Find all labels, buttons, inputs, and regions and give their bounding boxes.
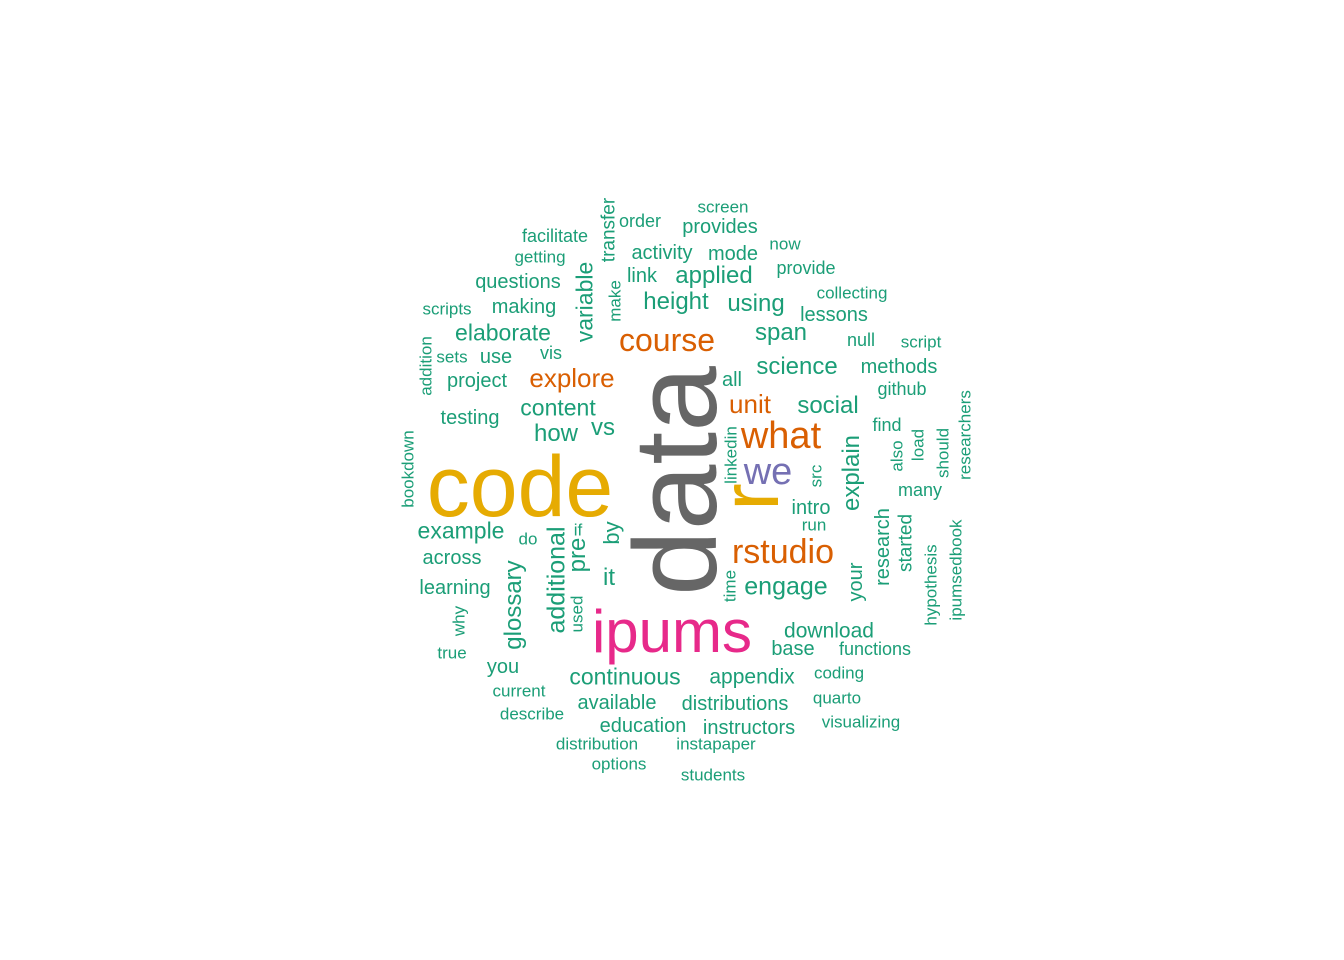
word-script: script — [900, 332, 942, 352]
word-glossary: glossary — [500, 560, 527, 650]
word-visualizing: visualizing — [821, 712, 901, 732]
word-linkedin: linkedin — [721, 426, 741, 484]
word-many: many — [897, 480, 943, 500]
word-testing: testing — [440, 407, 500, 429]
word-distribution: distribution — [555, 734, 639, 754]
word-base: base — [771, 638, 815, 660]
word-researchers: researchers — [955, 390, 975, 480]
word-hypothesis: hypothesis — [921, 544, 941, 626]
word-use: use — [479, 346, 513, 368]
word-it: it — [603, 564, 615, 591]
word-why: why — [449, 605, 469, 637]
word-facilitate: facilitate — [521, 226, 589, 246]
word-span: span — [754, 319, 808, 346]
word-available: available — [577, 692, 657, 714]
word-if: if — [573, 520, 583, 540]
word-engage: engage — [744, 572, 828, 601]
word-you: you — [486, 656, 520, 678]
word-transfer: transfer — [598, 197, 620, 263]
word-vs: vs — [591, 414, 615, 441]
word-run: run — [801, 515, 827, 535]
word-vis: vis — [540, 343, 562, 363]
word-explain: explain — [838, 434, 865, 512]
word-making: making — [491, 296, 557, 318]
word-social: social — [797, 392, 859, 419]
word-science: science — [756, 353, 838, 380]
word-content: content — [520, 394, 596, 421]
word-unit: unit — [729, 389, 771, 419]
word-rstudio: rstudio — [731, 533, 835, 571]
word-also: also — [887, 440, 907, 472]
word-mode: mode — [707, 243, 759, 265]
word-ipumsedbook: ipumsedbook — [946, 519, 966, 621]
word-provide: provide — [776, 258, 836, 278]
word-students: students — [680, 765, 746, 785]
word-started: started — [895, 513, 917, 573]
word-current: current — [492, 681, 546, 701]
word-course: course — [618, 322, 716, 358]
word-quarto: quarto — [812, 688, 862, 708]
word-project: project — [446, 370, 508, 392]
word-provides: provides — [682, 216, 758, 238]
word-screen: screen — [697, 197, 749, 217]
word-example: example — [417, 517, 505, 544]
word-all: all — [721, 369, 743, 391]
word-instapaper: instapaper — [676, 734, 756, 754]
word-methods: methods — [860, 356, 938, 378]
word-across: across — [422, 547, 482, 569]
word-true: true — [437, 643, 467, 663]
word-what: what — [740, 415, 822, 457]
word-lessons: lessons — [800, 304, 868, 326]
word-distributions: distributions — [681, 693, 789, 715]
word-bookdown: bookdown — [398, 430, 418, 508]
word-instructors: instructors — [702, 717, 796, 739]
word-scripts: scripts — [422, 299, 472, 319]
word-options: options — [591, 754, 647, 774]
word-activity: activity — [631, 242, 693, 264]
word-sets: sets — [436, 347, 468, 367]
word-we: we — [743, 451, 793, 493]
word-collecting: collecting — [816, 283, 888, 303]
word-load: load — [908, 428, 928, 462]
word-continuous: continuous — [569, 663, 681, 690]
word-data: data — [610, 366, 742, 596]
word-link: link — [626, 265, 658, 287]
word-functions: functions — [838, 639, 912, 659]
word-should: should — [933, 427, 953, 479]
word-github: github — [877, 379, 927, 399]
word-by: by — [599, 521, 624, 545]
word-applied: applied — [675, 262, 753, 289]
word-coding: coding — [813, 663, 865, 683]
word-pre: pre — [564, 537, 591, 573]
word-describe: describe — [499, 704, 565, 724]
word-order: order — [618, 211, 662, 231]
word-research: research — [872, 508, 894, 586]
word-how: how — [533, 420, 579, 447]
word-find: find — [872, 415, 902, 435]
word-make: make — [605, 280, 625, 322]
word-download: download — [784, 619, 874, 643]
word-time: time — [720, 569, 740, 603]
word-learning: learning — [419, 577, 491, 599]
word-null: null — [846, 330, 876, 350]
word-appendix: appendix — [709, 665, 795, 689]
word-elaborate: elaborate — [455, 319, 551, 346]
word-questions: questions — [475, 271, 561, 293]
word-now: now — [769, 234, 801, 254]
word-ipums: ipums — [591, 598, 753, 665]
word-variable: variable — [571, 261, 598, 343]
word-addition: addition — [416, 336, 436, 396]
word-height: height — [643, 288, 709, 315]
word-used: used — [567, 595, 587, 633]
word-explore: explore — [529, 363, 615, 393]
word-using: using — [727, 290, 785, 317]
word-do: do — [518, 529, 538, 549]
word-education: education — [599, 715, 687, 737]
word-code: code — [426, 439, 614, 535]
word-your: your — [845, 562, 867, 602]
word-src: src — [806, 464, 826, 488]
word-intro: intro — [791, 497, 831, 519]
word-getting: getting — [514, 247, 566, 267]
